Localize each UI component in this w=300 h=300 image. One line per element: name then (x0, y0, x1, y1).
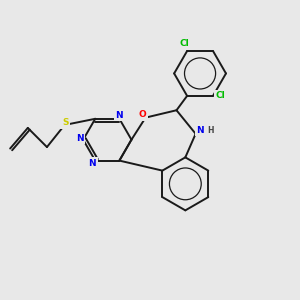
Text: S: S (62, 118, 68, 127)
Text: Cl: Cl (180, 39, 190, 48)
Text: O: O (139, 110, 146, 119)
Text: H: H (207, 126, 213, 135)
Text: N: N (76, 134, 83, 143)
Text: Cl: Cl (215, 92, 225, 100)
Text: N: N (196, 126, 204, 135)
Text: N: N (88, 159, 96, 168)
Text: N: N (116, 111, 123, 120)
